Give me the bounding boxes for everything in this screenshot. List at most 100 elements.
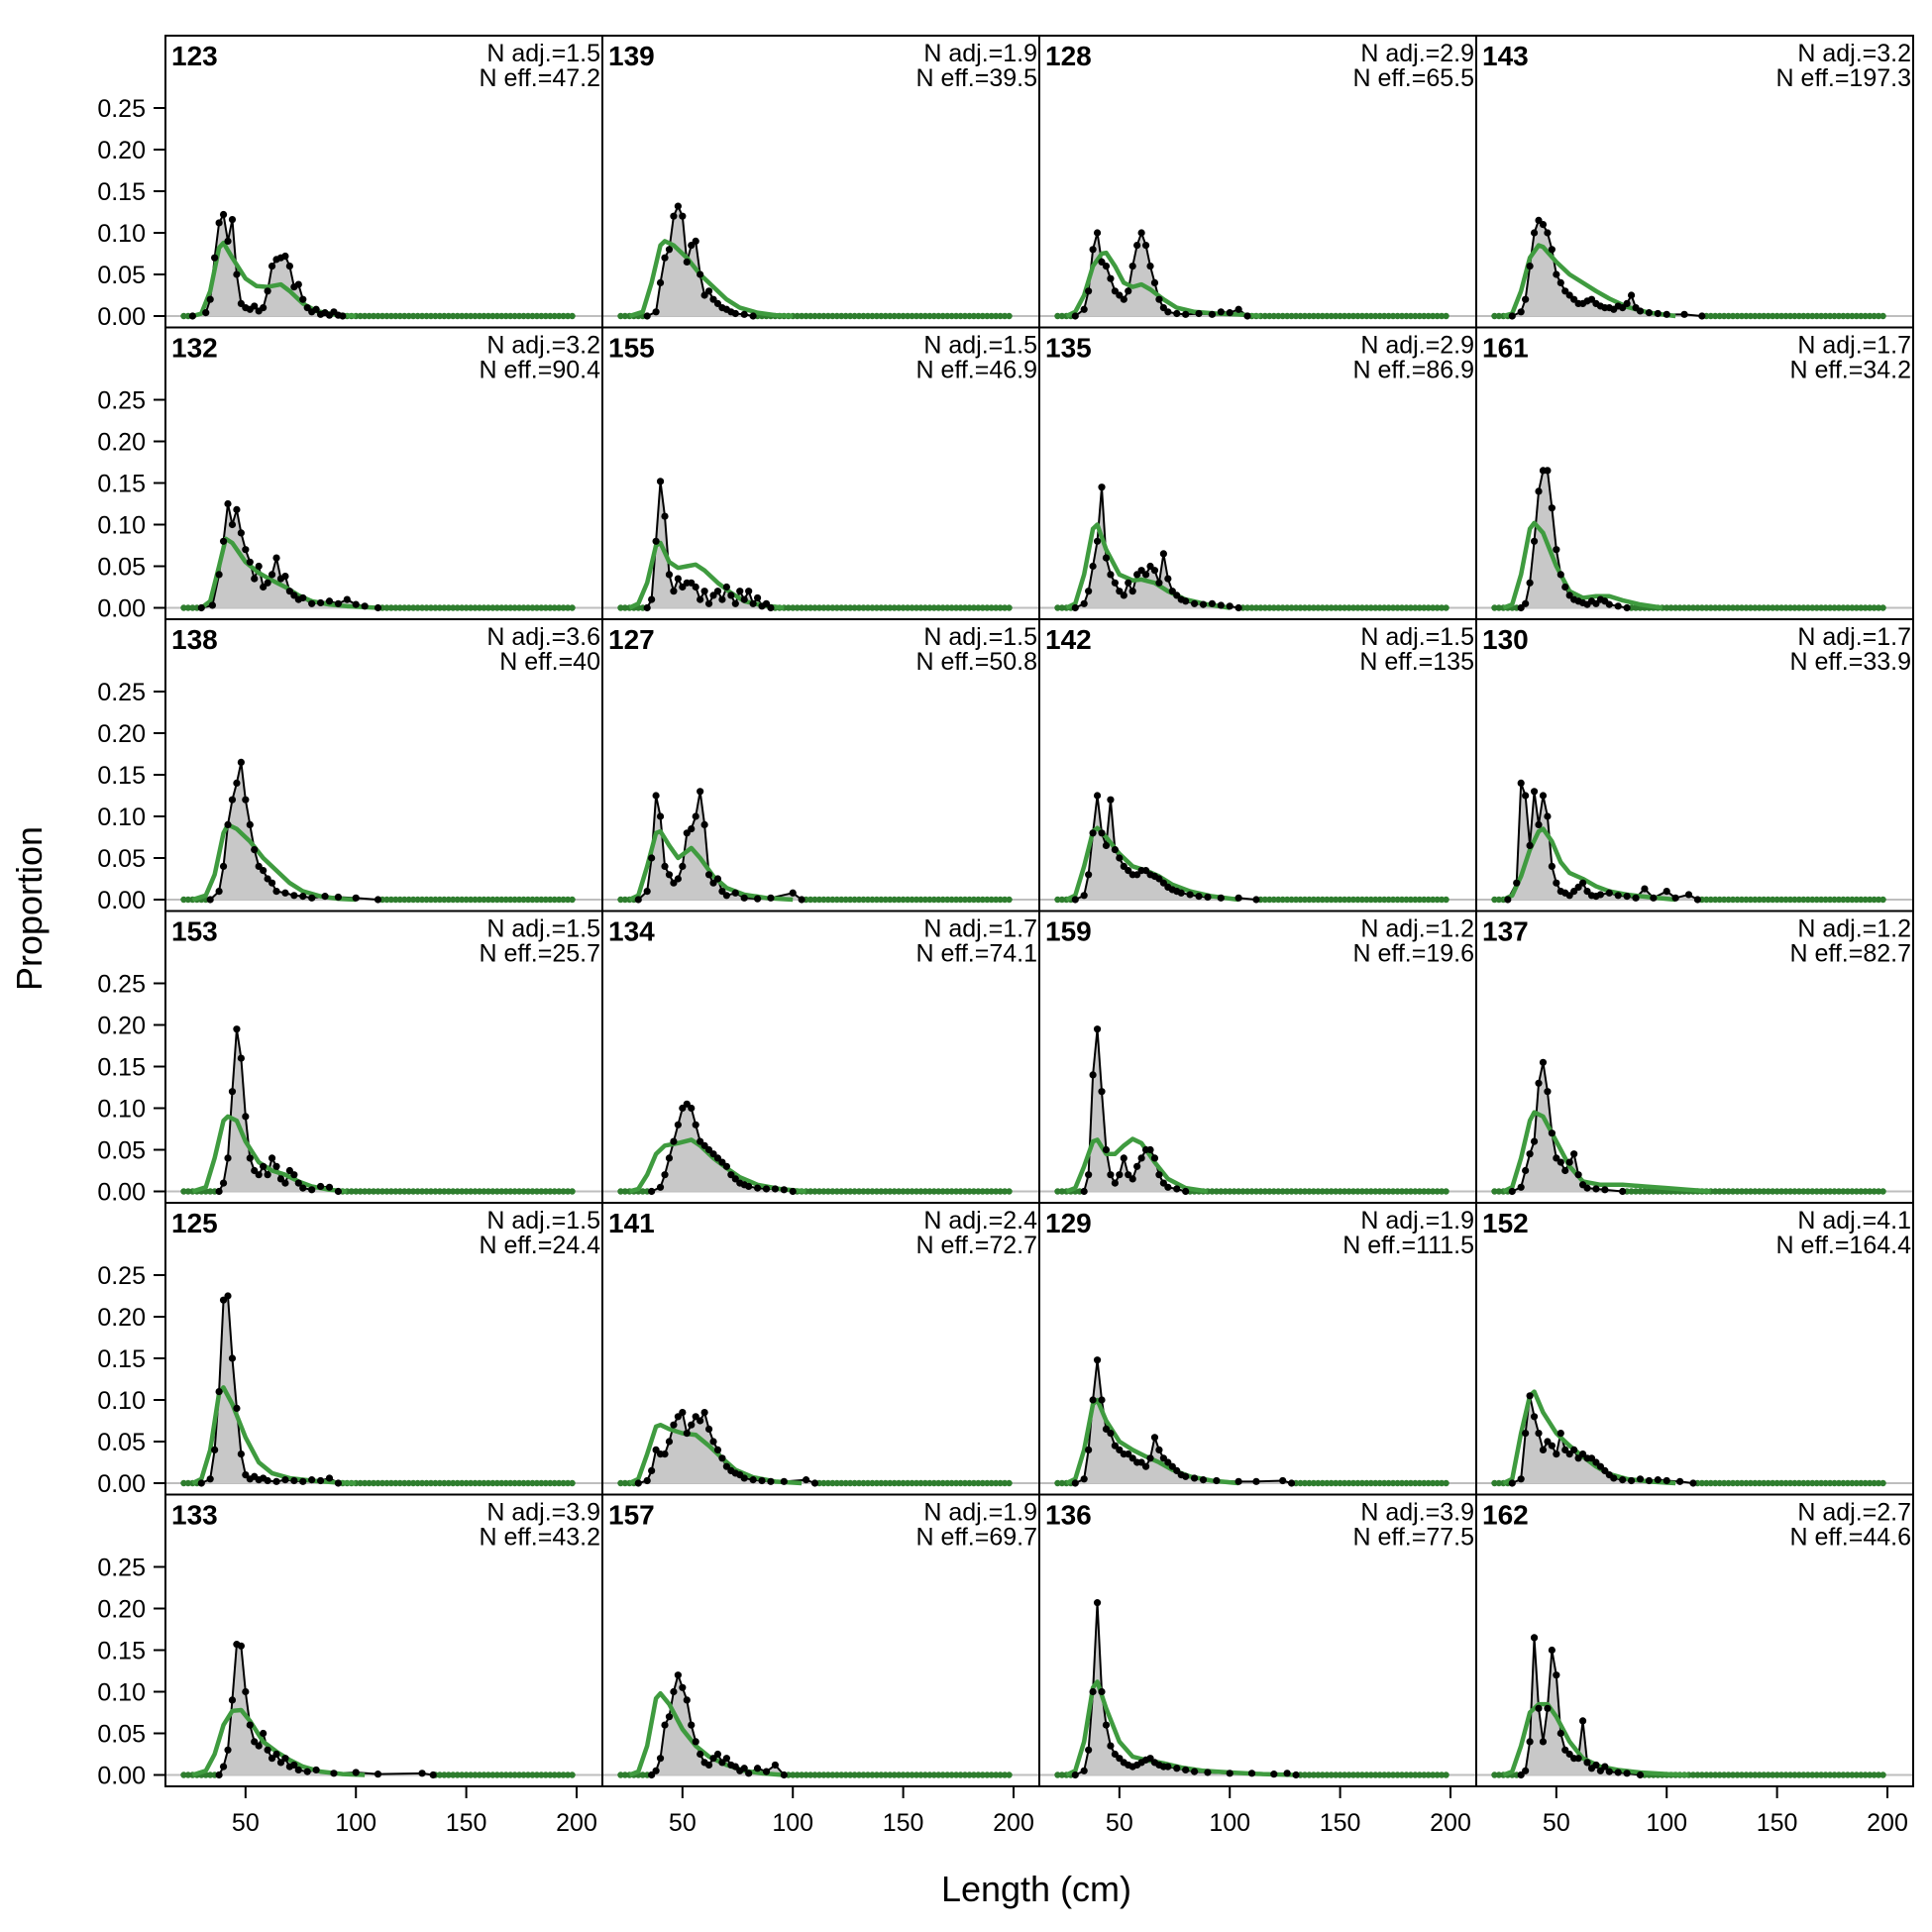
observed-point (1190, 1768, 1199, 1775)
zero-point (1725, 1188, 1732, 1195)
zero-point (387, 312, 395, 320)
expected-line (1065, 1679, 1297, 1777)
zero-point (551, 896, 558, 904)
zero-point (184, 1188, 192, 1195)
zero-point (1283, 604, 1291, 611)
zero-point (493, 312, 500, 320)
zero-point (921, 1771, 929, 1778)
zero-point (1341, 1771, 1348, 1778)
observed-point (1535, 820, 1543, 829)
observed-point (1556, 1158, 1564, 1166)
panel-n-adj: N adj.=1.2 (1797, 915, 1911, 943)
observed-point (1619, 1187, 1627, 1196)
observed-point (1182, 310, 1190, 318)
zero-point (529, 896, 536, 904)
zero-point (833, 604, 840, 611)
observed-point (652, 537, 660, 545)
zero-point (815, 312, 823, 320)
zero-point (1429, 1771, 1437, 1778)
observed-point (1071, 312, 1079, 320)
observed-point (1247, 1770, 1256, 1777)
zero-point (1054, 604, 1061, 611)
zero-point (1703, 604, 1710, 611)
observed-point (697, 270, 704, 278)
observed-point (1632, 894, 1640, 902)
observed-point (643, 1476, 651, 1485)
observed-point (202, 309, 210, 317)
zero-point (851, 896, 858, 904)
zero-point (988, 1771, 995, 1778)
zero-point (1301, 604, 1309, 611)
observed-point (1570, 1446, 1578, 1453)
zero-point (1756, 896, 1763, 904)
zero-point (979, 604, 987, 611)
zero-point (1667, 604, 1674, 611)
zero-point (935, 1188, 942, 1195)
zero-point (1756, 312, 1763, 320)
zero-point (1871, 1479, 1878, 1487)
zero-point (564, 604, 572, 611)
y-tick-label: 0.05 (97, 845, 146, 873)
panel-title: 141 (608, 1208, 655, 1238)
zero-point (1349, 896, 1357, 904)
zero-point (441, 312, 448, 320)
panel-128: 128 N adj.=2.9N eff.=65.5 (1038, 35, 1477, 329)
observed-points (1071, 1599, 1300, 1779)
observed-point (1517, 1183, 1525, 1191)
zero-point (1858, 1188, 1865, 1195)
zero-point (467, 604, 475, 611)
observed-point (1522, 295, 1530, 303)
zero-point (555, 1188, 563, 1195)
zero-point (1058, 312, 1066, 320)
zero-point (432, 312, 439, 320)
zero-point (1765, 896, 1771, 904)
zero-point (921, 312, 929, 320)
zero-point (785, 604, 792, 611)
zero-point (838, 604, 845, 611)
zero-point (489, 896, 496, 904)
zero-point (1738, 1479, 1746, 1487)
zero-point (445, 604, 452, 611)
zero-point (970, 1479, 978, 1487)
observed-point (1636, 307, 1645, 315)
zero-point (555, 604, 563, 611)
x-tick-label: 150 (1757, 1809, 1798, 1837)
zero-point (423, 1188, 430, 1195)
zero-point (1786, 896, 1794, 904)
observed-point (1226, 309, 1234, 317)
zero-point (498, 1479, 505, 1487)
zero-point (547, 1771, 554, 1778)
zero-point (869, 604, 876, 611)
observed-point (674, 1121, 682, 1128)
zero-point (912, 1188, 920, 1195)
zero-point (180, 896, 187, 904)
observed-point (224, 499, 232, 508)
observed-point (374, 1771, 382, 1778)
panel-title: 136 (1045, 1500, 1092, 1531)
zero-point (1257, 604, 1264, 611)
x-tick-label: 200 (1867, 1809, 1908, 1837)
zero-point (1831, 312, 1838, 320)
zero-point (1725, 1771, 1732, 1778)
observed-point (1182, 1766, 1190, 1774)
zero-point (1288, 1188, 1295, 1195)
zero-point (414, 896, 421, 904)
zero-point (1795, 1479, 1803, 1487)
zero-point (878, 896, 885, 904)
zero-point (997, 312, 1004, 320)
zero-point (1416, 604, 1424, 611)
zero-point (970, 896, 978, 904)
x-tick-label: 150 (446, 1809, 487, 1837)
zero-point (1747, 1771, 1755, 1778)
zero-point (484, 1479, 492, 1487)
zero-point (846, 1771, 854, 1778)
zero-observations (1054, 896, 1449, 904)
observed-point (272, 554, 280, 562)
zero-point (1345, 604, 1352, 611)
panel-title: 155 (608, 333, 655, 364)
observed-point (272, 1477, 280, 1485)
zero-point (1491, 604, 1498, 611)
zero-point (1817, 1188, 1825, 1195)
zero-point (842, 1188, 849, 1195)
zero-point (1738, 1771, 1746, 1778)
